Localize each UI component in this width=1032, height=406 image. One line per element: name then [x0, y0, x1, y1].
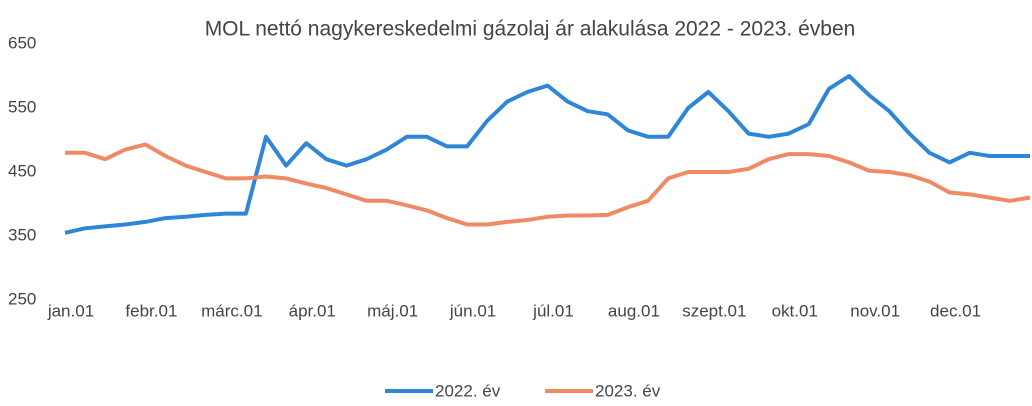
y-tick-label: 650: [8, 33, 36, 52]
x-tick-label: aug.01: [608, 301, 660, 320]
legend-label: 2023. év: [595, 381, 661, 400]
chart-title: MOL nettó nagykereskedelmi gázolaj ár al…: [205, 18, 856, 41]
x-tick-label: dec.01: [930, 301, 981, 320]
x-tick-label: nov.01: [850, 301, 900, 320]
legend-label: 2022. év: [435, 381, 501, 400]
x-tick-label: febr.01: [125, 301, 177, 320]
y-tick-label: 450: [8, 161, 36, 180]
x-tick-label: júl.01: [532, 301, 574, 320]
x-tick-label: máj.01: [367, 301, 418, 320]
y-tick-label: 250: [8, 289, 36, 308]
y-tick-label: 350: [8, 225, 36, 244]
x-tick-label: jún.01: [449, 301, 496, 320]
x-tick-label: jan.01: [47, 301, 94, 320]
y-tick-label: 550: [8, 97, 36, 116]
series-line: [64, 74, 1030, 235]
x-tick-label: okt.01: [772, 301, 818, 320]
x-tick-label: márc.01: [201, 301, 262, 320]
series-line: [65, 142, 1031, 227]
x-tick-label: ápr.01: [289, 301, 336, 320]
x-tick-label: szept.01: [682, 301, 746, 320]
